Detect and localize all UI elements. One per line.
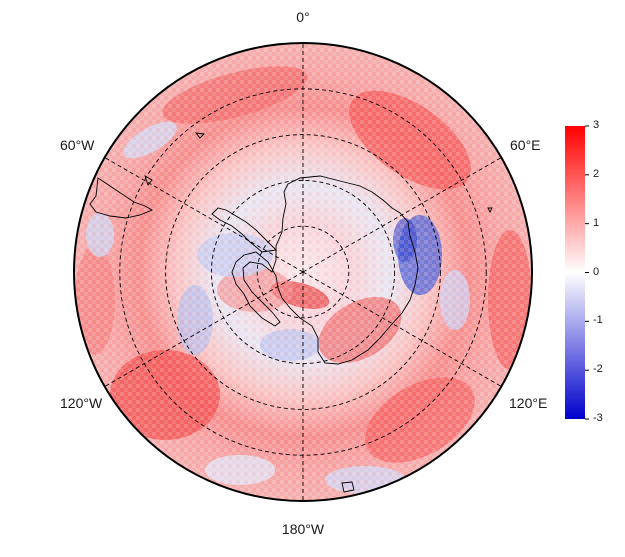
parallel-circle [210, 179, 396, 365]
meridian-line [104, 271, 304, 387]
colorbar-tick-label: -1 [593, 314, 603, 327]
south-america-tip [89, 177, 154, 219]
colorbar-gradient [565, 126, 585, 419]
lon-label-0: 0° [296, 9, 310, 25]
small-island [487, 207, 493, 214]
lon-label-60w: 60°W [60, 137, 95, 153]
lon-label-120w: 120°W [60, 395, 103, 411]
antarctic-peninsula [211, 207, 277, 253]
graticule [104, 43, 502, 501]
colorbar-ticks [585, 125, 589, 420]
meridian-line [302, 271, 502, 387]
parallel-circle [165, 134, 441, 410]
colorbar-tick-label: 2 [593, 167, 600, 180]
colorbar [565, 125, 589, 420]
parallel-circle [119, 88, 487, 456]
colorbar-tick-label: 0 [593, 265, 600, 278]
meridian-line [104, 157, 304, 273]
colorbar-tick-label: -2 [593, 363, 603, 376]
colorbar-tick-label: 3 [593, 119, 600, 131]
map-boundary [73, 42, 533, 502]
colorbar-tick-label: 1 [593, 216, 600, 229]
lon-label-60e: 60°E [510, 137, 541, 153]
falkland-islands [144, 175, 153, 186]
colorbar-tick-label: -3 [593, 412, 603, 424]
coastlines [89, 132, 493, 493]
kerguelen [341, 481, 355, 493]
parallel-circle [256, 225, 350, 319]
south-georgia [194, 132, 205, 139]
anomaly-field [74, 43, 532, 501]
meridian-line [302, 157, 502, 273]
lon-label-180w: 180°W [281, 521, 325, 537]
antarctica-coastline [231, 175, 419, 365]
lon-label-120e: 120°E [509, 395, 548, 411]
